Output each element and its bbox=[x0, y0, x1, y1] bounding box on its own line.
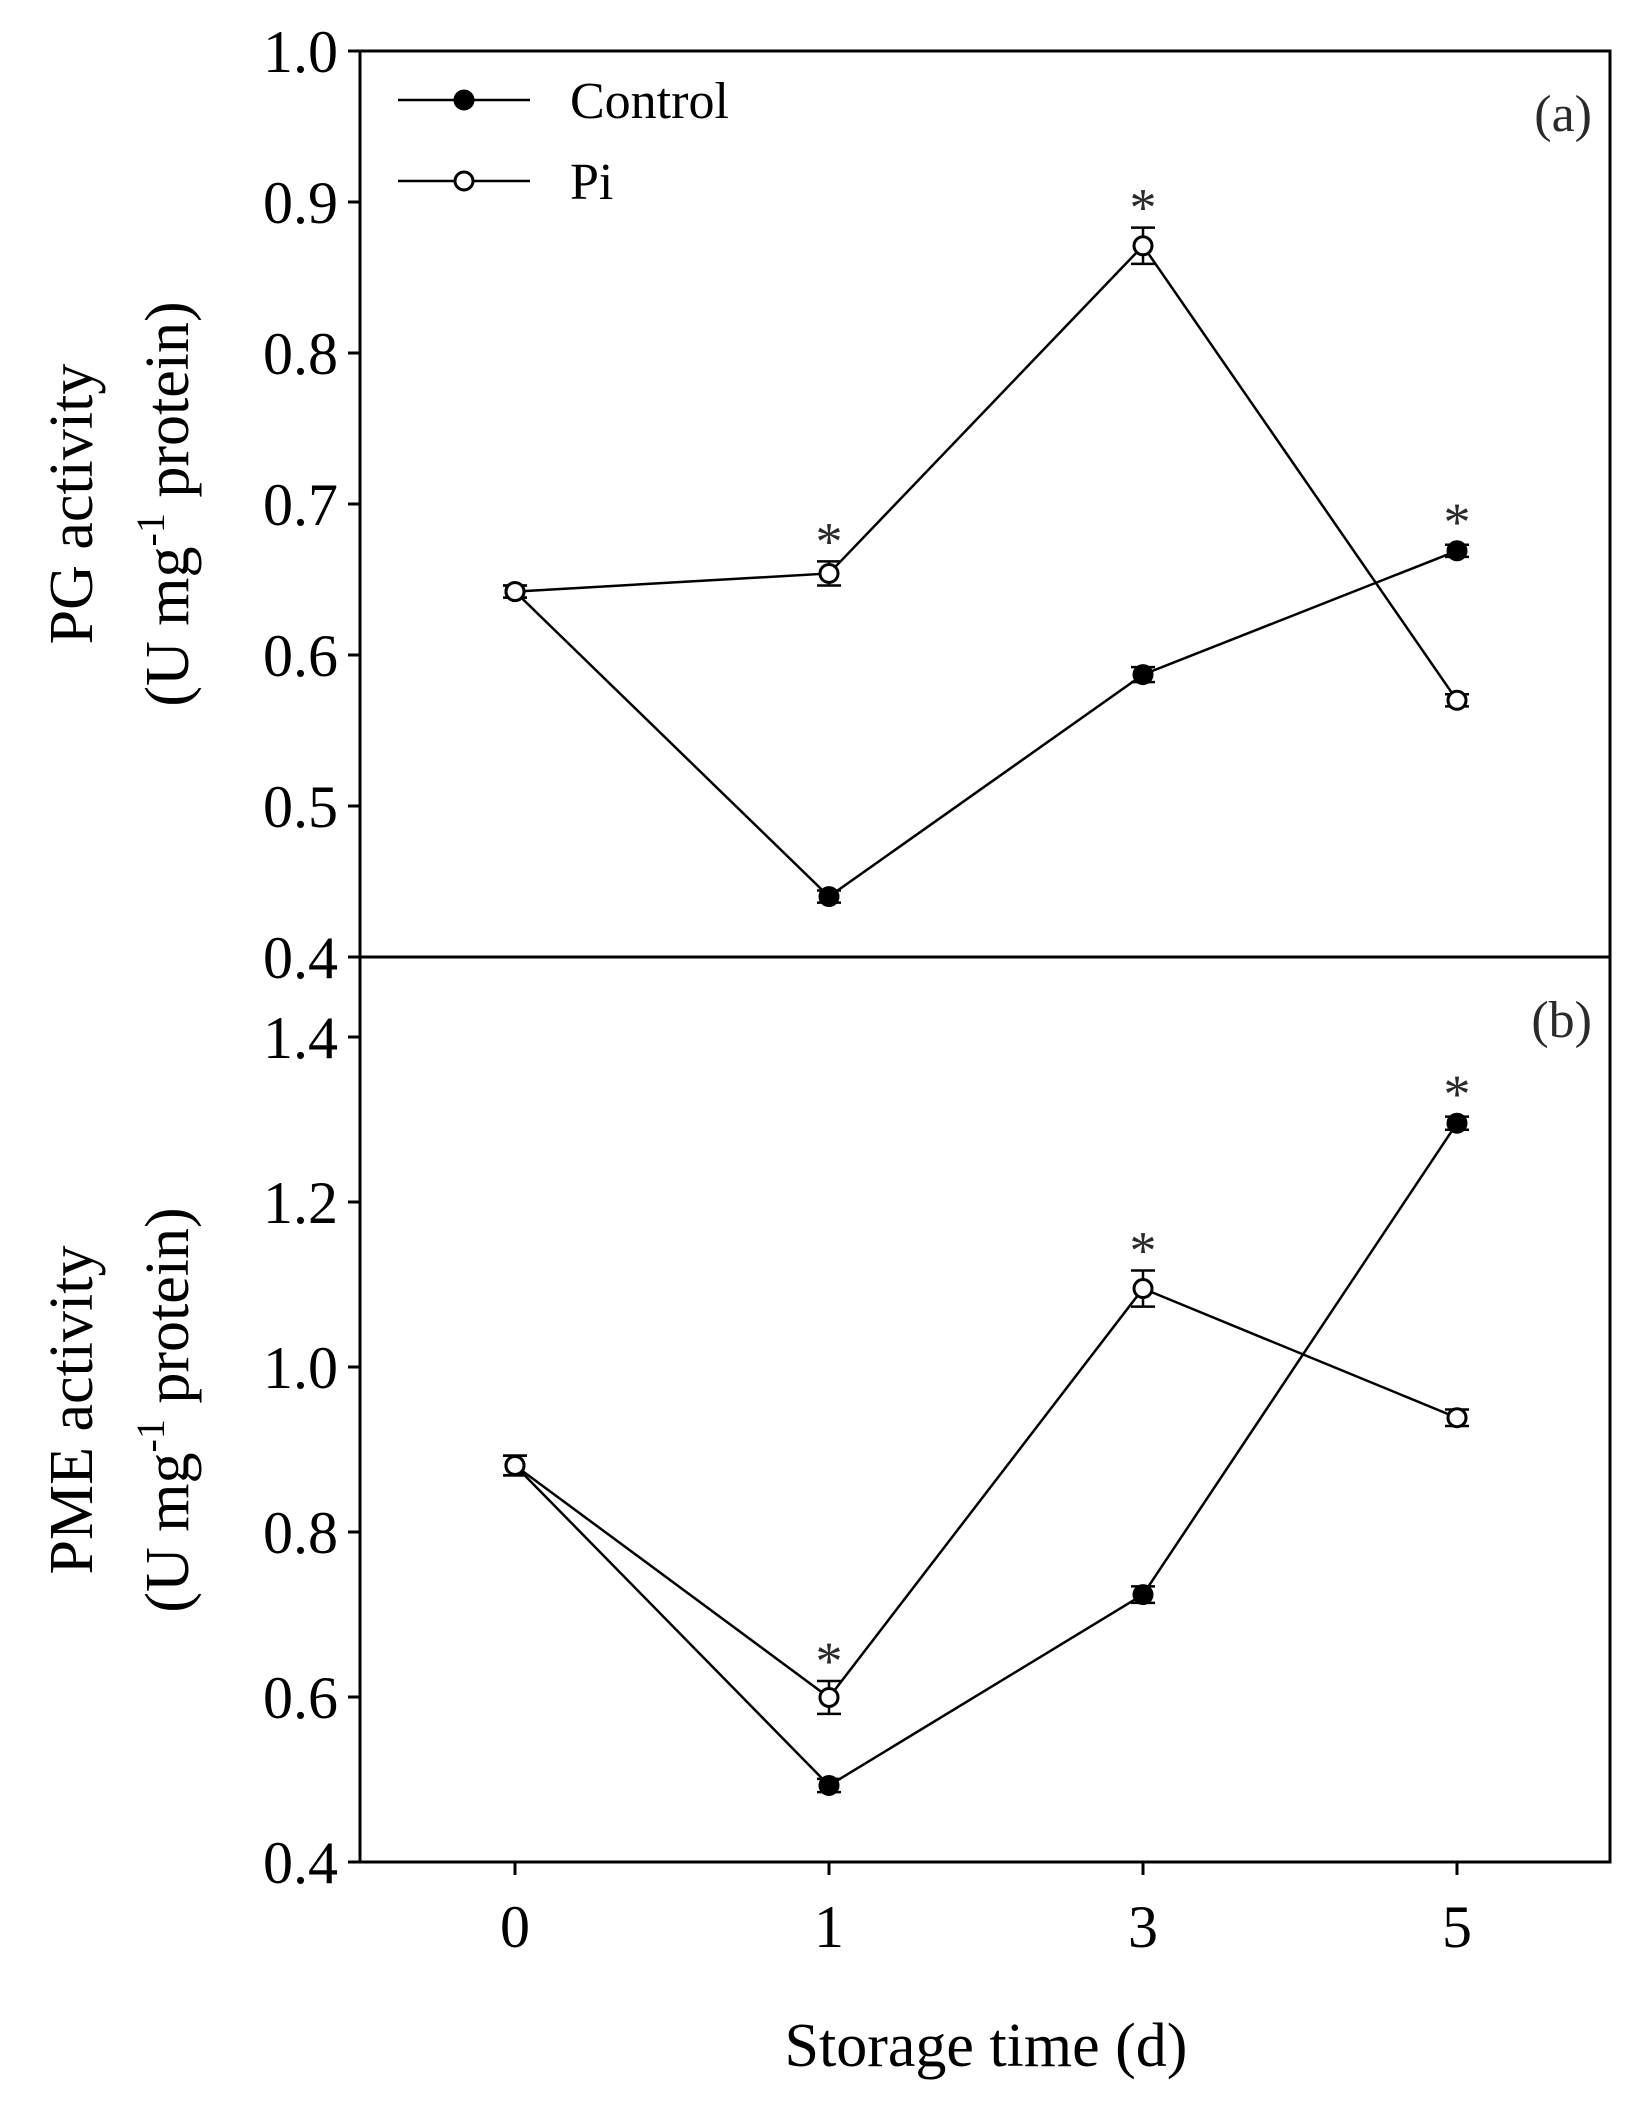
y-tick-label: 1.0 bbox=[263, 1335, 338, 1401]
plot-frame-1 bbox=[358, 49, 1612, 959]
data-point-pi bbox=[1132, 1278, 1154, 1300]
significance-star: * bbox=[816, 1631, 843, 1691]
significance-star: * bbox=[1444, 1064, 1471, 1124]
x-tick-label: 0 bbox=[500, 1894, 530, 1960]
y-axis-unit-superscript: -1 bbox=[128, 1419, 173, 1452]
data-point-pi bbox=[1132, 235, 1154, 257]
legend-label-pi: Pi bbox=[570, 154, 613, 211]
x-axis-title: Storage time (d) bbox=[785, 2012, 1188, 2080]
y-axis-unit-superscript: -1 bbox=[128, 513, 173, 546]
legend-marker-pi bbox=[453, 170, 475, 192]
y-tick-label: 0.4 bbox=[263, 925, 338, 991]
data-point-control bbox=[1446, 1112, 1468, 1134]
data-point-control bbox=[1132, 664, 1154, 686]
data-point-control bbox=[1446, 540, 1468, 562]
y-axis-title-line2: (U mg-1 protein) bbox=[128, 1207, 202, 1612]
data-point-pi bbox=[1446, 1407, 1468, 1429]
data-point-pi bbox=[1446, 689, 1468, 711]
data-point-pi bbox=[504, 1454, 526, 1476]
x-tick-label: 5 bbox=[1442, 1894, 1472, 1960]
significance-star: * bbox=[1444, 492, 1471, 552]
series-line-pi bbox=[514, 1287, 1458, 1700]
series-line-control bbox=[514, 1122, 1459, 1788]
data-point-control bbox=[818, 1774, 840, 1796]
y-tick-label: 1.2 bbox=[263, 1170, 338, 1236]
y-tick-label: 0.6 bbox=[263, 623, 338, 689]
panel-label: (b) bbox=[1531, 992, 1592, 1049]
y-axis-unit-rest: protein) bbox=[134, 301, 202, 513]
y-axis-title-line1: PME activity bbox=[38, 1246, 106, 1575]
y-axis-unit: (U mg bbox=[134, 1452, 202, 1612]
data-point-pi bbox=[504, 581, 526, 603]
y-axis-title-line1: PG activity bbox=[38, 364, 106, 645]
x-tick-label: 3 bbox=[1128, 1894, 1158, 1960]
data-point-pi bbox=[818, 562, 840, 584]
significance-star: * bbox=[1130, 178, 1157, 238]
significance-star: * bbox=[816, 511, 843, 571]
y-tick-label: 0.8 bbox=[263, 1500, 338, 1566]
y-tick-label: 0.8 bbox=[263, 321, 338, 387]
panel-label: (a) bbox=[1534, 86, 1592, 143]
legend-marker-control bbox=[453, 89, 475, 111]
y-tick-label: 1.0 bbox=[263, 19, 338, 85]
y-tick-label: 0.6 bbox=[263, 1665, 338, 1731]
x-tick-label: 1 bbox=[814, 1894, 844, 1960]
y-tick-label: 0.5 bbox=[263, 774, 338, 840]
data-point-control bbox=[818, 886, 840, 908]
y-tick-label: 0.4 bbox=[263, 1830, 338, 1896]
y-tick-label: 0.7 bbox=[263, 472, 338, 538]
y-axis-unit-rest: protein) bbox=[134, 1207, 202, 1419]
y-axis-title-line2: (U mg-1 protein) bbox=[128, 301, 202, 706]
data-point-pi bbox=[818, 1686, 840, 1708]
data-point-control bbox=[1132, 1584, 1154, 1606]
significance-star: * bbox=[1130, 1220, 1157, 1280]
y-tick-label: 1.4 bbox=[263, 1005, 338, 1071]
legend-label-control: Control bbox=[570, 73, 729, 130]
y-tick-label: 0.9 bbox=[263, 170, 338, 236]
series-line-pi bbox=[514, 243, 1459, 702]
series-line-control bbox=[514, 549, 1458, 899]
plot-frame-2 bbox=[358, 955, 1612, 1864]
y-axis-unit: (U mg bbox=[134, 546, 202, 706]
